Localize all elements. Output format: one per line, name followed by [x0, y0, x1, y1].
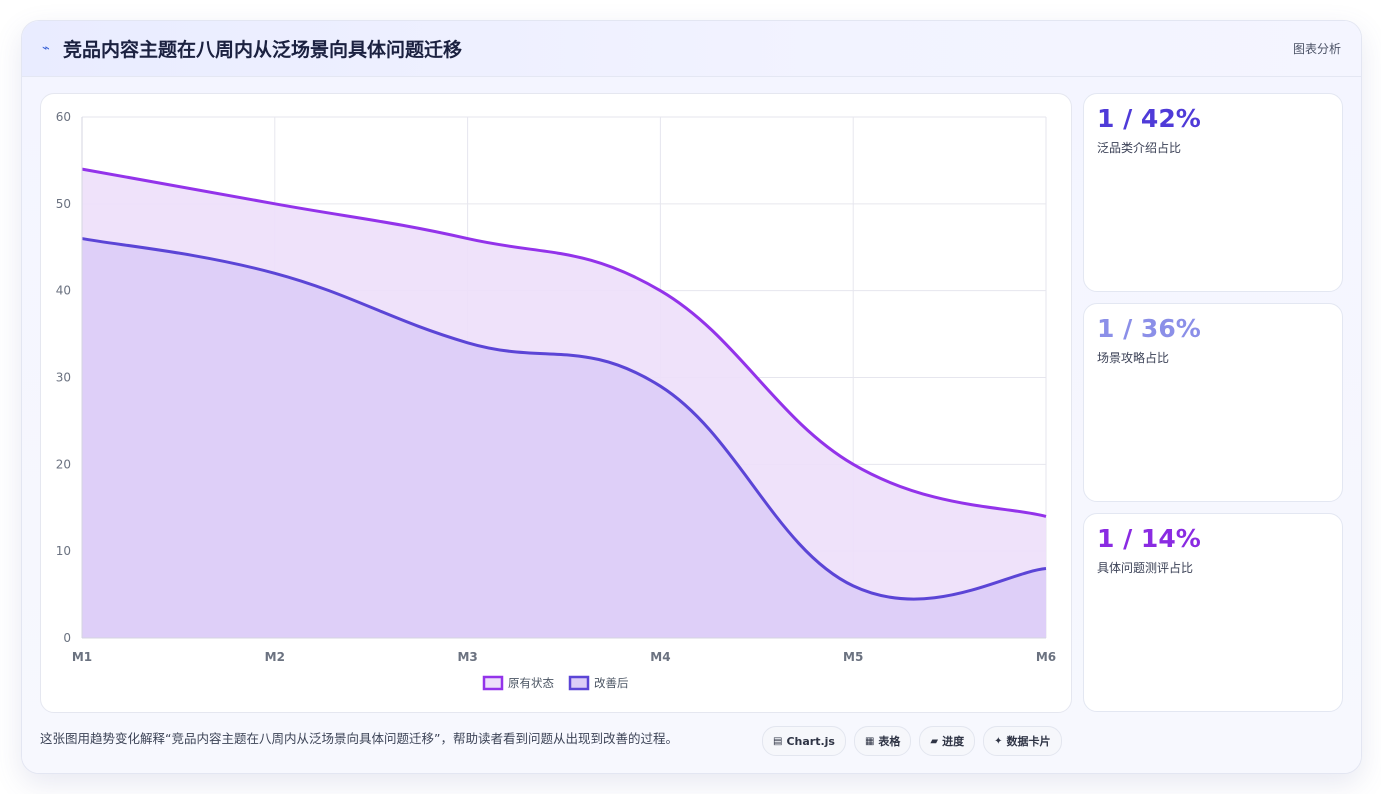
- stat-card-general: 1 / 42% 泛品类介绍占比: [1083, 93, 1343, 292]
- y-tick-label: 10: [56, 544, 71, 558]
- stat-value: 1 / 36%: [1097, 314, 1201, 343]
- chart-analysis-badge: 图表分析: [1292, 42, 1341, 56]
- chart-title: 竞品内容主题在八周内从泛场景向具体问题迁移: [63, 39, 463, 61]
- chart-description: 这张图用趋势变化解释“竞品内容主题在八周内从泛场景向具体问题迁移”，帮助读者看到…: [40, 731, 678, 746]
- stat-value: 1 / 14%: [1097, 524, 1201, 553]
- y-tick-label: 60: [56, 110, 71, 124]
- progress-icon: ▰: [930, 735, 939, 747]
- pill-data-card[interactable]: ✦ 数据卡片: [983, 726, 1062, 756]
- chart-card: ⌁ 竞品内容主题在八周内从泛场景向具体问题迁移 图表分析 0 10 20 30 40 50…: [21, 20, 1362, 774]
- legend-label-0: 原有状态: [508, 676, 554, 690]
- pill-label: 进度: [942, 735, 965, 748]
- card-header: ⌁ 竞品内容主题在八周内从泛场景向具体问题迁移 图表分析: [22, 21, 1361, 77]
- stat-label: 场景攻略占比: [1097, 351, 1170, 365]
- series-line-0: [81, 167, 1047, 518]
- series-line-1: [81, 237, 1047, 601]
- pill-label: 数据卡片: [1006, 735, 1051, 748]
- stat-value: 1 / 42%: [1097, 104, 1201, 133]
- x-tick-label: M4: [650, 650, 670, 664]
- x-tick-label: M3: [457, 650, 477, 664]
- legend-swatch-1: [568, 675, 590, 691]
- pill-table[interactable]: ▦ 表格: [853, 726, 912, 756]
- y-tick-label: 20: [56, 457, 71, 471]
- pill-label: Chart.js: [786, 734, 835, 748]
- stat-label: 具体问题测评占比: [1097, 561, 1194, 575]
- series-area-1: [82, 238, 1046, 639]
- y-tick-label: 50: [56, 197, 71, 211]
- stat-card-specific: 1 / 14% 具体问题测评占比: [1083, 513, 1343, 712]
- area-chart: 0 10 20 30 40 50 60 M1 M2 M3 M4 M5 M6 原有状态 改善后: [56, 110, 1056, 691]
- x-tick-label: M1: [72, 650, 92, 664]
- chart-panel: 0 10 20 30 40 50 60 M1 M2 M3 M4 M5 M6 原有状态 改善后: [40, 93, 1072, 713]
- x-tick-label: M6: [1036, 650, 1056, 664]
- legend-label-1: 改善后: [594, 676, 629, 690]
- y-tick-label: 40: [56, 284, 71, 298]
- chart-js-icon: ▤: [773, 735, 783, 747]
- pill-label: 表格: [878, 735, 901, 748]
- data-card-icon: ✦: [994, 735, 1003, 747]
- x-tick-label: M5: [843, 650, 863, 664]
- legend-swatch-0: [482, 675, 504, 691]
- pill-chartjs[interactable]: ▤ Chart.js: [762, 726, 846, 756]
- table-icon: ▦: [864, 735, 875, 747]
- tag-pills: ▤ Chart.js ▦ 表格 ▰ 进度 ✦ 数据卡片: [762, 726, 1062, 756]
- x-tick-label: M2: [265, 650, 285, 664]
- y-tick-label: 0: [63, 631, 71, 645]
- stat-card-scene: 1 / 36% 场景攻略占比: [1083, 303, 1343, 502]
- chart-line-icon: ⌁: [42, 41, 50, 56]
- y-tick-label: 30: [56, 371, 71, 385]
- stat-label: 泛品类介绍占比: [1097, 141, 1182, 155]
- pill-progress[interactable]: ▰ 进度: [919, 726, 976, 756]
